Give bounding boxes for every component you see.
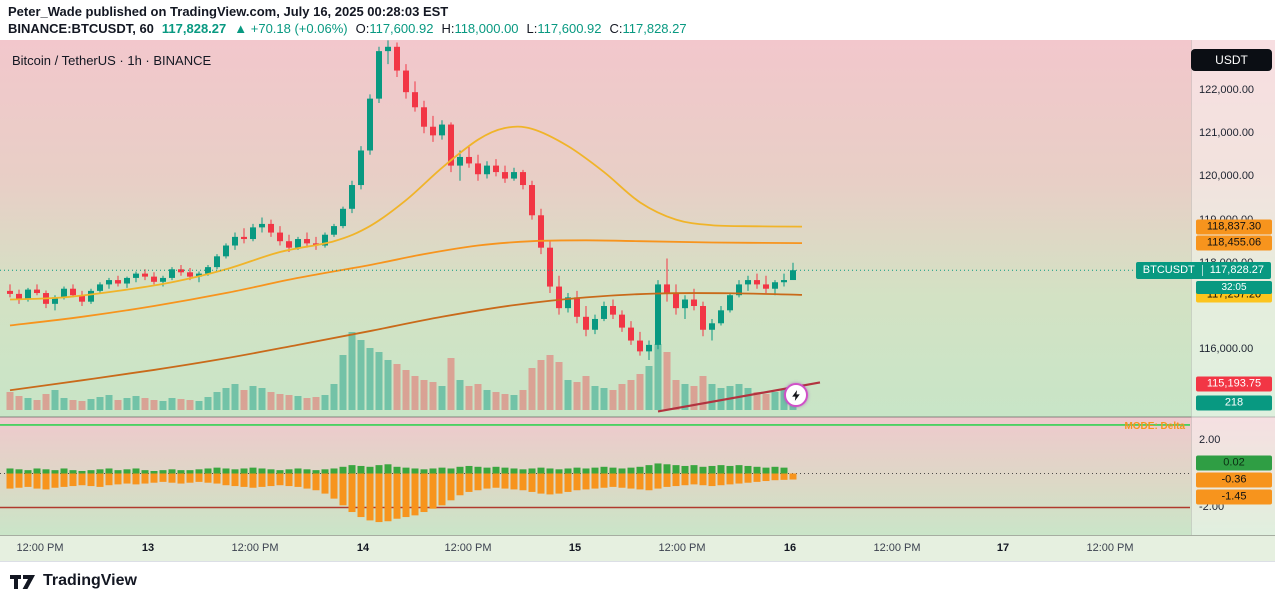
symbol-name: BINANCE:BTCUSDT, 60: [8, 21, 154, 36]
time-tick: 12:00 PM: [873, 542, 921, 554]
brand-name[interactable]: TradingView: [43, 571, 137, 589]
time-tick: 12:00 PM: [658, 542, 706, 554]
bar-countdown-badge: 32:05: [1196, 281, 1272, 294]
date-tick: 14: [356, 542, 370, 554]
symbol-info-line: BINANCE:BTCUSDT, 60 117,828.27 ▲ +70.18 …: [8, 21, 687, 36]
high-value: H:118,000.00: [441, 21, 519, 36]
chart-legend[interactable]: Bitcoin / TetherUS · 1h · BINANCE: [12, 53, 212, 68]
badge-price: 117,828.27: [1209, 264, 1264, 276]
chart-area[interactable]: 122,000.00 121,000.00 120,000.00 119,000.00…: [0, 40, 1275, 535]
currency-unit-button[interactable]: USDT: [1191, 49, 1272, 71]
date-tick: 17: [996, 542, 1010, 554]
lightning-bolt-icon: [791, 389, 800, 401]
badge-symbol: BTCUSDT: [1142, 264, 1195, 276]
time-tick: 12:00 PM: [231, 542, 279, 554]
price-chart-canvas: [0, 40, 1275, 535]
time-tick: 12:00 PM: [16, 542, 64, 554]
date-tick: 15: [568, 542, 582, 554]
indicator-mode-label: MODE: Delta: [1124, 421, 1185, 432]
date-tick: 13: [141, 542, 155, 554]
snapshot-header: Peter_Wade published on TradingView.com,…: [0, 0, 1275, 40]
publish-byline: Peter_Wade published on TradingView.com,…: [8, 4, 449, 19]
badge-divider: [1201, 265, 1203, 276]
time-tick: 12:00 PM: [444, 542, 492, 554]
footer: TradingView: [0, 561, 1275, 599]
date-tick: 16: [783, 542, 797, 554]
price-change: ▲ +70.18 (+0.06%): [234, 21, 348, 36]
open-value: O:117,600.92: [355, 21, 434, 36]
flash-marker-button[interactable]: [784, 383, 808, 407]
close-value: C:117,828.27: [609, 21, 687, 36]
last-price: 117,828.27: [161, 21, 227, 36]
time-tick: 12:00 PM: [1086, 542, 1134, 554]
tradingview-logo-icon[interactable]: [10, 572, 36, 590]
low-value: L:117,600.92: [526, 21, 602, 36]
current-price-badge: BTCUSDT 117,828.27: [1135, 262, 1271, 279]
time-axis[interactable]: 12:00 PM 13 12:00 PM 14 12:00 PM 15 12:00 PM 16…: [0, 535, 1275, 561]
